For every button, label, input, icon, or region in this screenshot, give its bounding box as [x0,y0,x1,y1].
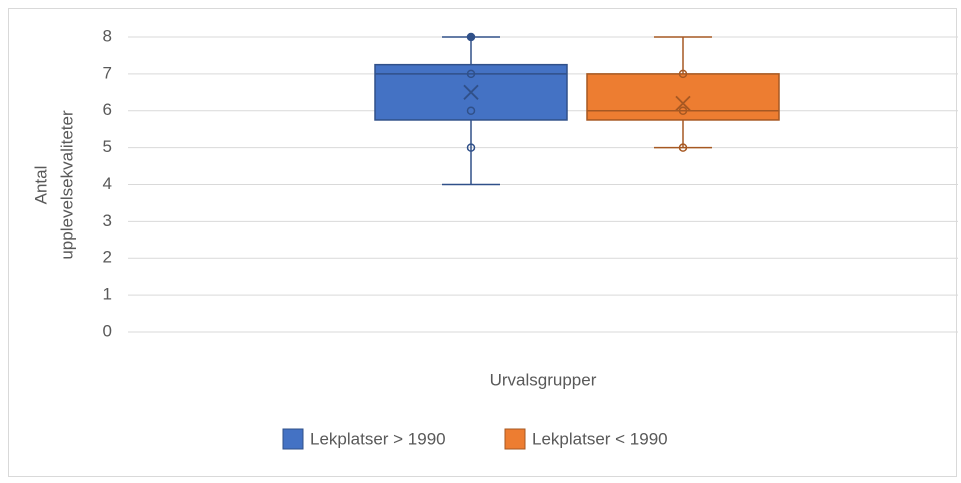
data-point [678,106,688,115]
data-point [678,69,688,79]
data-point [466,32,476,42]
y-tick-label: 2 [103,248,112,267]
y-axis-title: upplevelsekvaliteter [57,110,76,260]
legend-label: Lekplatser > 1990 [310,429,446,448]
legend-swatch [282,428,304,450]
legend-label: Lekplatser < 1990 [532,429,668,448]
data-point [466,106,476,115]
legend-swatch [504,428,526,450]
box [586,73,780,121]
y-tick-label: 0 [103,321,112,340]
y-tick-label: 1 [103,285,112,304]
y-tick-label: 7 [103,63,112,82]
y-axis-title: Antal [31,166,50,205]
x-axis-title: Urvalsgrupper [490,370,597,389]
y-tick-label: 4 [103,174,112,193]
y-tick-label: 8 [103,26,112,45]
data-point [678,143,688,152]
mean-marker [675,95,691,112]
y-tick-label: 5 [103,137,112,156]
mean-marker [463,84,479,100]
y-tick-label: 6 [103,100,112,119]
data-point [466,69,476,79]
data-point [466,143,476,152]
y-tick-label: 3 [103,211,112,230]
